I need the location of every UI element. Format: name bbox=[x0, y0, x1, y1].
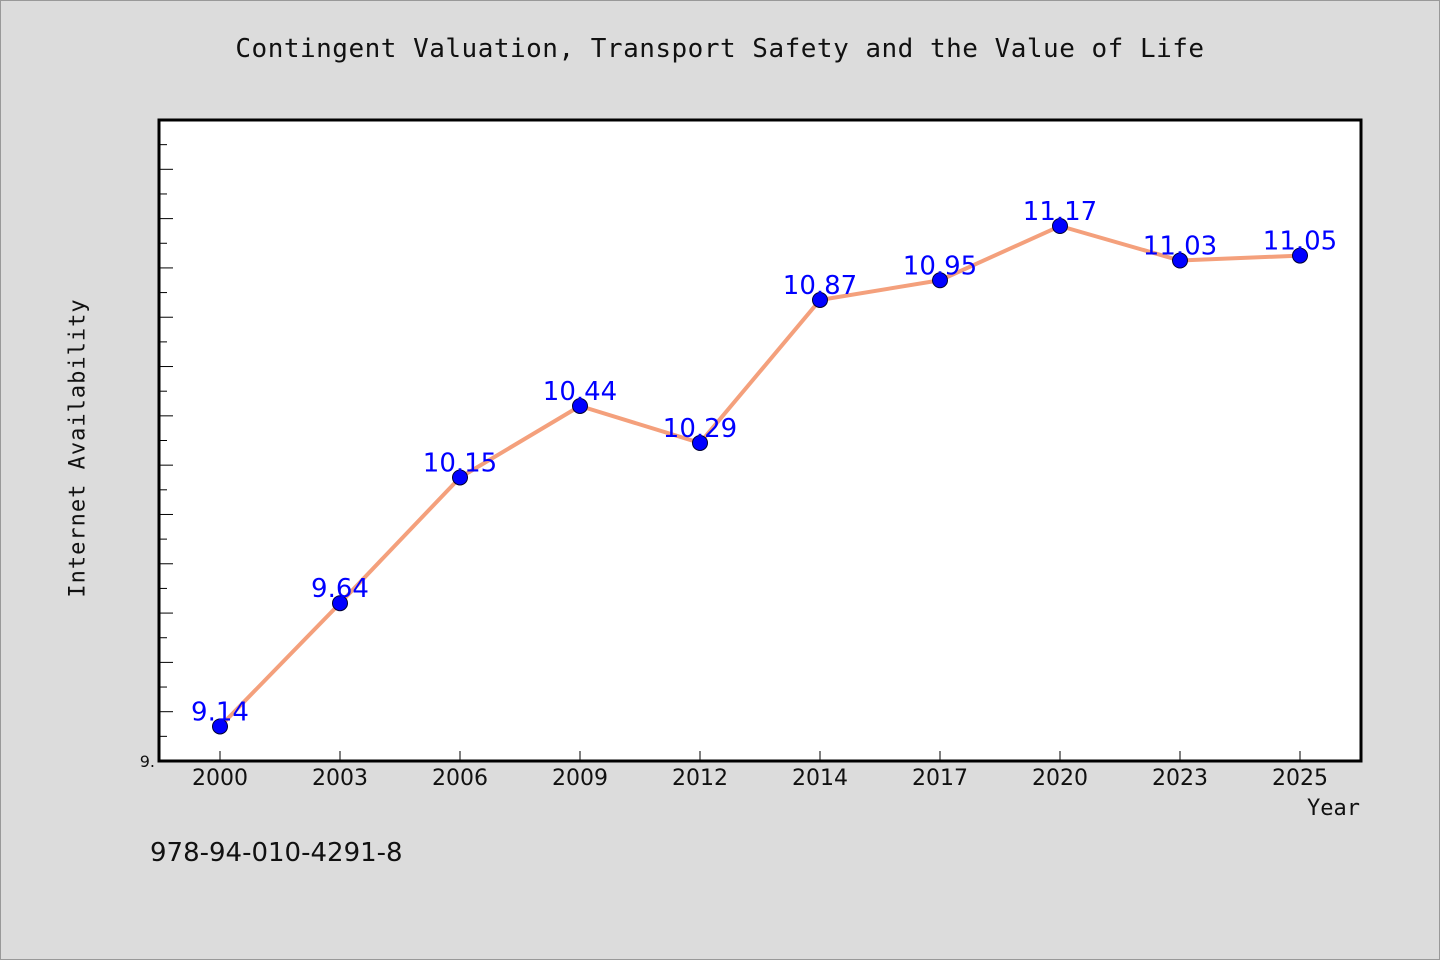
data-label: 10.29 bbox=[663, 414, 737, 444]
x-axis-label: Year bbox=[1307, 796, 1360, 821]
data-label: 10.95 bbox=[903, 251, 977, 281]
data-point bbox=[692, 434, 708, 451]
data-label: 11.05 bbox=[1263, 227, 1337, 257]
isbn-text: 978-94-010-4291-8 bbox=[150, 838, 403, 868]
x-tick-label: 2003 bbox=[312, 766, 368, 791]
y-tick-label: 9. bbox=[140, 752, 155, 771]
data-point bbox=[1292, 247, 1308, 264]
data-point bbox=[932, 272, 948, 289]
data-markers bbox=[212, 218, 1308, 735]
data-labels: 9.14 9.64 10.15 10.44 10.29 10.87 10.95 11.17 11… bbox=[191, 197, 1337, 727]
data-point bbox=[212, 718, 228, 735]
x-tick-label: 2000 bbox=[192, 766, 248, 791]
data-label: 11.03 bbox=[1143, 232, 1217, 262]
data-label: 9.14 bbox=[191, 697, 249, 727]
data-point bbox=[1052, 218, 1068, 235]
x-tick-label: 2006 bbox=[432, 766, 488, 791]
data-point bbox=[1172, 252, 1188, 269]
data-point bbox=[452, 469, 468, 486]
y-axis-ticks: 9. bbox=[140, 144, 173, 771]
data-label: 10.15 bbox=[423, 448, 497, 478]
x-tick-label: 2017 bbox=[912, 766, 968, 791]
x-tick-label: 2020 bbox=[1032, 766, 1088, 791]
series-line bbox=[218, 224, 1301, 728]
x-tick-label: 2009 bbox=[552, 766, 608, 791]
x-tick-label: 2012 bbox=[672, 766, 728, 791]
data-point bbox=[332, 595, 348, 612]
data-label: 11.17 bbox=[1023, 197, 1097, 227]
data-label: 9.64 bbox=[311, 574, 369, 604]
data-label: 10.87 bbox=[783, 271, 857, 301]
data-point bbox=[572, 397, 588, 414]
x-tick-label: 2023 bbox=[1152, 766, 1208, 791]
data-point bbox=[812, 291, 828, 308]
plot-area bbox=[157, 118, 1363, 763]
chart-title: Contingent Valuation, Transport Safety a… bbox=[235, 34, 1205, 64]
x-axis-ticks: 2000 2003 2006 2009 2012 2014 2017 2020 2023 2025 bbox=[192, 751, 1328, 791]
x-tick-label: 2014 bbox=[792, 766, 848, 791]
data-label: 10.44 bbox=[543, 377, 617, 407]
x-tick-label: 2025 bbox=[1272, 766, 1328, 791]
